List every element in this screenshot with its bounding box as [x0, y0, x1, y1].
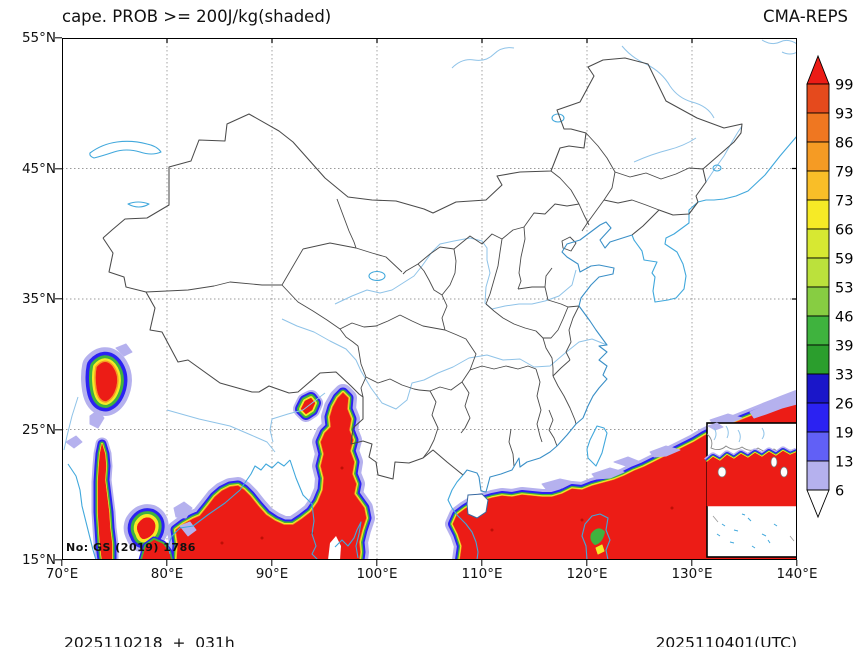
colorbar-label: 99 — [835, 78, 853, 94]
colorbar-over-arrow — [806, 54, 830, 85]
inset-island-marks — [716, 513, 778, 549]
colorbar-label: 93 — [835, 107, 853, 123]
colorbar-label: 53 — [835, 281, 853, 297]
y-tick-label: 35°N — [21, 291, 56, 307]
x-tick-label: 140°E — [776, 566, 818, 582]
colorbar-segment — [806, 112, 830, 143]
colorbar-segment — [806, 402, 830, 433]
colorbar-under-arrow — [806, 489, 830, 519]
y-tick-mark — [55, 167, 62, 170]
colorbar-segment — [806, 257, 830, 288]
colorbar-label: 86 — [835, 136, 853, 152]
taiwan-island — [586, 425, 608, 467]
colorbar-segment — [806, 344, 830, 375]
islands — [466, 425, 611, 560]
cape-probability-shading — [65, 343, 797, 560]
page-title: cape. PROB >= 200J/kg(shaded) — [62, 7, 332, 26]
valid-time-block: 2025110401(UTC) 2025110409(CST) — [656, 586, 797, 647]
y-tick-mark — [55, 559, 62, 561]
x-tick-mark — [481, 560, 483, 566]
colorbar-segment — [806, 83, 830, 114]
x-tick-mark — [376, 560, 378, 566]
x-tick-mark — [586, 560, 588, 566]
colorbar-segment — [806, 141, 830, 172]
y-tick-label: 55°N — [21, 30, 56, 46]
init-time-block: 2025110218 + 031h 2025110302 + 031h — [64, 586, 235, 647]
y-tick-label: 45°N — [21, 160, 56, 177]
x-tick-label: 100°E — [356, 566, 398, 582]
colorbar-segment — [806, 228, 830, 259]
y-tick-mark — [55, 428, 62, 431]
colorbar-label: 73 — [835, 194, 853, 210]
china-borders — [102, 57, 743, 493]
colorbar-segment — [806, 460, 830, 491]
colorbar-label: 79 — [835, 165, 853, 181]
x-tick-mark — [61, 560, 63, 566]
init-time-utc: 2025110218 + 031h — [64, 634, 235, 647]
colorbar-label: 46 — [835, 310, 853, 326]
x-tick-mark — [691, 560, 693, 566]
x-tick-label: 120°E — [566, 566, 608, 582]
low-probability-patches — [65, 343, 797, 537]
top-axis-ticks — [166, 38, 693, 43]
y-tick-label: 25°N — [21, 421, 56, 438]
colorbar: 99 93 86 79 73 66 59 53 46 39 33 26 19 13 6 — [806, 54, 853, 519]
y-tick-mark — [55, 298, 62, 300]
valid-time-utc: 2025110401(UTC) — [655, 634, 797, 647]
colorbar-label: 19 — [835, 426, 853, 442]
colorbar-segment — [806, 286, 830, 317]
luzon-island — [581, 513, 611, 560]
hainan-island — [466, 493, 489, 519]
coastlines-and-rivers — [63, 39, 797, 560]
colorbar-segment — [806, 199, 830, 230]
x-tick-label: 110°E — [461, 566, 503, 582]
model-label: CMA-REPS — [763, 7, 848, 26]
x-tick-label: 90°E — [255, 566, 289, 582]
map-canvas — [62, 38, 797, 560]
x-tick-mark — [796, 560, 798, 566]
x-tick-label: 80°E — [150, 566, 184, 582]
colorbar-label: 33 — [835, 368, 853, 384]
colorbar-label: 66 — [835, 223, 853, 239]
colorbar-label: 39 — [835, 339, 853, 355]
colorbar-label: 6 — [835, 484, 844, 500]
colorbar-segment — [806, 373, 830, 404]
colorbar-label: 13 — [835, 455, 853, 471]
colorbar-label: 26 — [835, 397, 853, 413]
colorbar-segment — [806, 170, 830, 201]
map-license-stamp: No: GS (2019) 1786 — [66, 541, 196, 554]
colorbar-label: 59 — [835, 252, 853, 268]
south-china-sea-inset — [707, 422, 797, 558]
y-tick-label: 15°N — [21, 552, 56, 568]
x-tick-mark — [166, 560, 168, 566]
colorbar-segment — [806, 315, 830, 346]
x-tick-label: 130°E — [671, 566, 713, 582]
y-tick-mark — [55, 37, 62, 39]
colorbar-segment — [806, 431, 830, 462]
x-tick-label: 70°E — [45, 566, 79, 582]
graticule — [62, 38, 797, 560]
x-tick-mark — [271, 560, 273, 566]
